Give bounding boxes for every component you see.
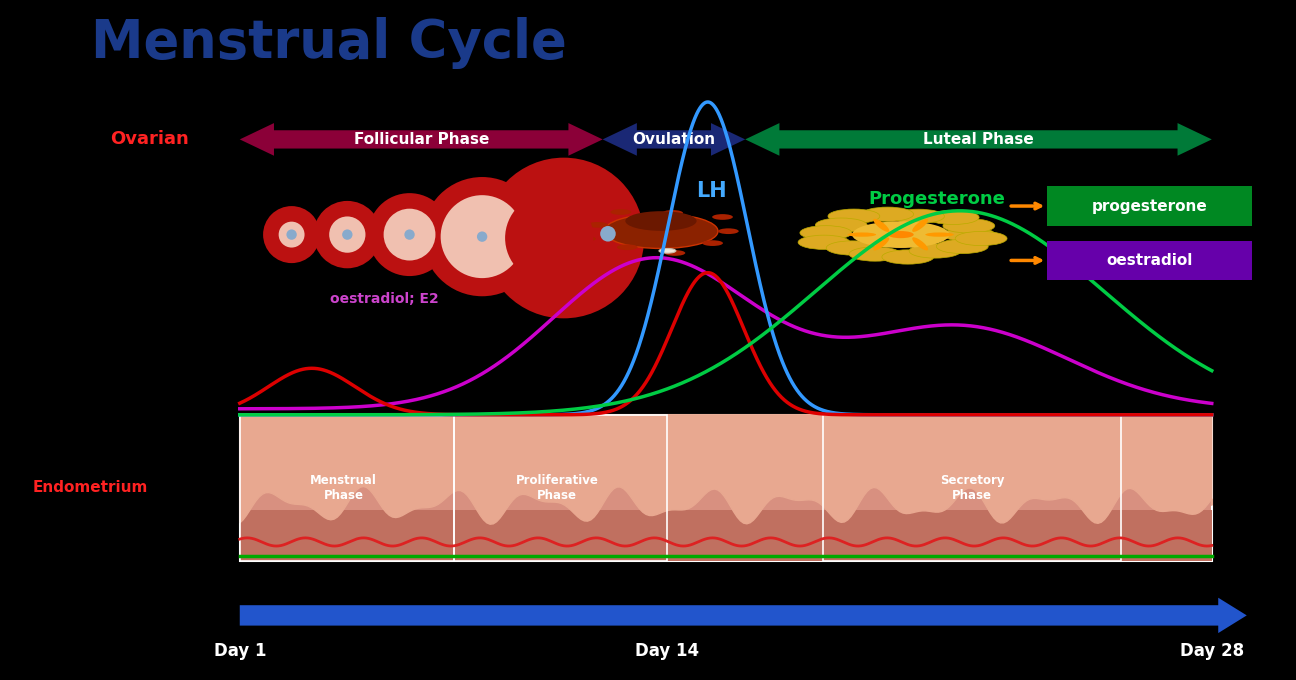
Ellipse shape <box>912 219 928 232</box>
Bar <box>454 415 667 561</box>
Ellipse shape <box>604 214 718 248</box>
Ellipse shape <box>662 210 683 216</box>
Bar <box>240 415 454 561</box>
Ellipse shape <box>587 222 608 228</box>
Bar <box>1047 186 1252 226</box>
Ellipse shape <box>851 221 949 248</box>
FancyArrow shape <box>240 598 1247 633</box>
Ellipse shape <box>908 244 960 258</box>
Ellipse shape <box>849 247 901 261</box>
Ellipse shape <box>925 233 954 237</box>
Ellipse shape <box>955 231 1007 245</box>
Ellipse shape <box>329 216 365 253</box>
Bar <box>823 415 1121 561</box>
Text: Follicular Phase: Follicular Phase <box>354 132 489 147</box>
Text: Menstrual
Phase: Menstrual Phase <box>310 474 377 502</box>
Ellipse shape <box>874 219 889 232</box>
Ellipse shape <box>718 228 739 234</box>
Text: Day 28: Day 28 <box>1179 643 1244 660</box>
Text: oestradiol: oestradiol <box>1107 253 1192 268</box>
Ellipse shape <box>828 209 880 223</box>
Ellipse shape <box>893 209 945 224</box>
Text: Progesterone: Progesterone <box>868 190 1006 208</box>
Text: Luteal Phase: Luteal Phase <box>923 132 1034 147</box>
Text: Ovulation: Ovulation <box>632 132 715 147</box>
Ellipse shape <box>848 233 876 237</box>
Ellipse shape <box>881 250 933 264</box>
Ellipse shape <box>912 237 928 250</box>
Ellipse shape <box>279 222 305 248</box>
Ellipse shape <box>483 158 644 318</box>
Ellipse shape <box>927 210 978 224</box>
Ellipse shape <box>712 214 732 220</box>
Ellipse shape <box>862 207 914 222</box>
Text: oestradiol; E2: oestradiol; E2 <box>330 292 439 305</box>
Ellipse shape <box>617 244 638 250</box>
Ellipse shape <box>625 211 697 231</box>
Ellipse shape <box>665 250 686 256</box>
Ellipse shape <box>610 209 631 215</box>
Ellipse shape <box>943 228 995 241</box>
Ellipse shape <box>477 231 487 242</box>
Ellipse shape <box>441 195 524 278</box>
Text: Endometrium: Endometrium <box>32 480 149 496</box>
Polygon shape <box>240 415 1212 524</box>
Ellipse shape <box>800 226 851 240</box>
Ellipse shape <box>422 177 542 296</box>
Text: progesterone: progesterone <box>1091 199 1208 214</box>
Bar <box>1047 241 1252 280</box>
Text: LH: LH <box>696 181 727 201</box>
Ellipse shape <box>874 237 889 250</box>
Text: Secretory
Phase: Secretory Phase <box>940 474 1004 502</box>
Ellipse shape <box>827 241 879 255</box>
Bar <box>240 510 1212 561</box>
Ellipse shape <box>368 193 451 276</box>
Ellipse shape <box>342 229 353 240</box>
Ellipse shape <box>937 239 989 254</box>
Ellipse shape <box>943 219 995 233</box>
Ellipse shape <box>505 194 594 282</box>
Text: Day 14: Day 14 <box>635 643 700 660</box>
Ellipse shape <box>263 206 320 263</box>
Ellipse shape <box>660 248 677 253</box>
Text: Ovarian: Ovarian <box>110 131 188 148</box>
Ellipse shape <box>702 240 723 246</box>
Polygon shape <box>240 123 603 156</box>
Text: Menstrual Cycle: Menstrual Cycle <box>91 17 566 69</box>
Ellipse shape <box>815 218 867 233</box>
Ellipse shape <box>575 236 596 241</box>
Text: Proliferative
Phase: Proliferative Phase <box>516 474 599 502</box>
Polygon shape <box>603 123 745 156</box>
Polygon shape <box>745 123 1212 156</box>
Ellipse shape <box>314 201 381 269</box>
Text: Day 1: Day 1 <box>214 643 266 660</box>
Ellipse shape <box>888 231 914 238</box>
Ellipse shape <box>404 229 415 240</box>
Ellipse shape <box>600 226 616 241</box>
Ellipse shape <box>384 209 435 260</box>
Ellipse shape <box>286 229 297 240</box>
Ellipse shape <box>798 235 850 250</box>
Bar <box>240 415 1212 561</box>
